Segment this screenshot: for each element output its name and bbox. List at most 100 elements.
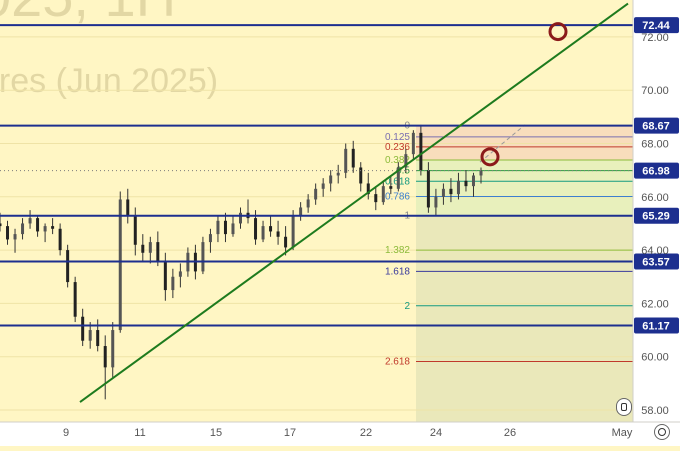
candle-body: [291, 215, 295, 248]
candle-body: [118, 199, 122, 331]
candle-body: [223, 220, 227, 235]
candle-body: [389, 186, 393, 189]
candle-body: [336, 172, 340, 176]
scroll-to-realtime-button[interactable]: [616, 398, 632, 416]
candle-body: [51, 226, 55, 229]
price-level-label: 63.57: [642, 257, 670, 269]
time-tick-label: 24: [430, 427, 442, 439]
candle-body: [381, 186, 385, 203]
candle-body: [396, 167, 400, 189]
price-level-label: 72.44: [642, 20, 670, 32]
candle-body: [239, 212, 242, 224]
fib-level-label: 0.125: [385, 132, 410, 143]
candle-body: [366, 183, 370, 195]
time-tick-label: May: [612, 427, 633, 439]
candle-body: [141, 244, 145, 253]
trend-line[interactable]: [79, 2, 629, 403]
fib-middle-zone: [416, 160, 633, 216]
price-level-tag: [634, 207, 679, 224]
fib-upper-zone: [416, 125, 633, 161]
candle-body: [163, 260, 167, 291]
candle-body: [216, 220, 220, 235]
fib-level-label: 0.5: [396, 166, 410, 177]
candle-body: [201, 242, 205, 272]
candle-body: [479, 170, 483, 176]
time-tick-label: 17: [284, 427, 296, 439]
price-level-tag: [634, 253, 679, 270]
fib-level-label: 0.786: [385, 191, 410, 202]
candle-body: [81, 316, 85, 341]
time-tick-label: 11: [134, 427, 145, 439]
target-markers[interactable]: [480, 22, 568, 167]
candle-body: [359, 167, 363, 184]
candle-body: [314, 188, 318, 200]
candle-body: [103, 346, 107, 368]
time-axis-background: [0, 422, 680, 446]
fib-level-label: 2: [404, 301, 410, 312]
trend-lines[interactable]: [79, 2, 629, 403]
candle-body: [231, 223, 235, 235]
candle-body: [28, 218, 32, 224]
time-tick-label: 26: [504, 427, 516, 439]
candle-body: [306, 199, 310, 208]
candle-body: [284, 236, 288, 248]
target-marker-circle[interactable]: [480, 147, 500, 167]
candle-body: [351, 148, 355, 168]
price-tick-label: 58.00: [641, 405, 669, 417]
candle-body: [276, 231, 280, 237]
price-tick-label: 68.00: [641, 139, 669, 151]
candle-body: [6, 226, 10, 240]
candle-body: [208, 234, 212, 243]
candle-body: [471, 175, 475, 187]
chart-settings-button[interactable]: [654, 424, 670, 440]
candle-body: [13, 234, 17, 240]
candle-body: [88, 330, 92, 341]
price-tick-label: 64.00: [641, 245, 669, 257]
candle-body: [426, 170, 430, 208]
candle-body: [111, 330, 115, 368]
candle-body: [96, 330, 100, 347]
fib-lower-zone: [416, 215, 633, 422]
price-axis: 72.44 68.67 65.29 63.57 61.17 66.98 58.00 60.00…: [632, 0, 680, 446]
candle-body: [434, 196, 438, 208]
candle-body: [73, 282, 77, 317]
candle-body: [374, 194, 378, 203]
candle-body: [36, 218, 40, 232]
fibonacci-zone: [416, 125, 633, 422]
candles: [0, 124, 483, 400]
candle-body: [344, 148, 348, 173]
watermark-subtitle: ures (Jun 2025): [0, 62, 218, 100]
candle-body: [449, 188, 453, 195]
candle-body: [21, 223, 25, 235]
price-level-tag: [634, 117, 679, 134]
candle-body: [43, 226, 47, 232]
candle-body: [58, 228, 62, 251]
candle-body: [411, 132, 415, 155]
fib-projection-line: [479, 124, 526, 163]
time-tick-label: 15: [210, 427, 222, 439]
time-tick-label: 22: [360, 427, 372, 439]
price-level-tag: [634, 17, 679, 34]
candle-body: [419, 132, 423, 171]
fib-level-label: 1.618: [385, 266, 410, 277]
price-level-label: 65.29: [642, 211, 670, 223]
price-tick-label: 70.00: [641, 85, 669, 97]
target-marker-circle[interactable]: [548, 22, 568, 42]
price-tick-label: 72.00: [641, 32, 669, 44]
price-level-label: 68.67: [642, 121, 670, 133]
fib-level-label: 1.382: [385, 245, 410, 256]
candle-body: [321, 183, 325, 189]
fib-level-label: 2.618: [385, 356, 410, 367]
time-tick-label: 9: [63, 427, 69, 439]
candle-body: [404, 154, 408, 168]
candle-body: [133, 215, 137, 245]
price-level-tag: [634, 317, 679, 334]
time-axis: 9 11 15 17 22 24 26 May: [0, 421, 680, 446]
watermark-title: 025, 1H: [0, 0, 176, 28]
horizontal-levels[interactable]: [0, 24, 633, 327]
candle-body: [441, 188, 445, 197]
price-level-label: 61.17: [642, 321, 670, 333]
current-price-tag: [634, 162, 679, 179]
candle-body: [178, 271, 182, 277]
